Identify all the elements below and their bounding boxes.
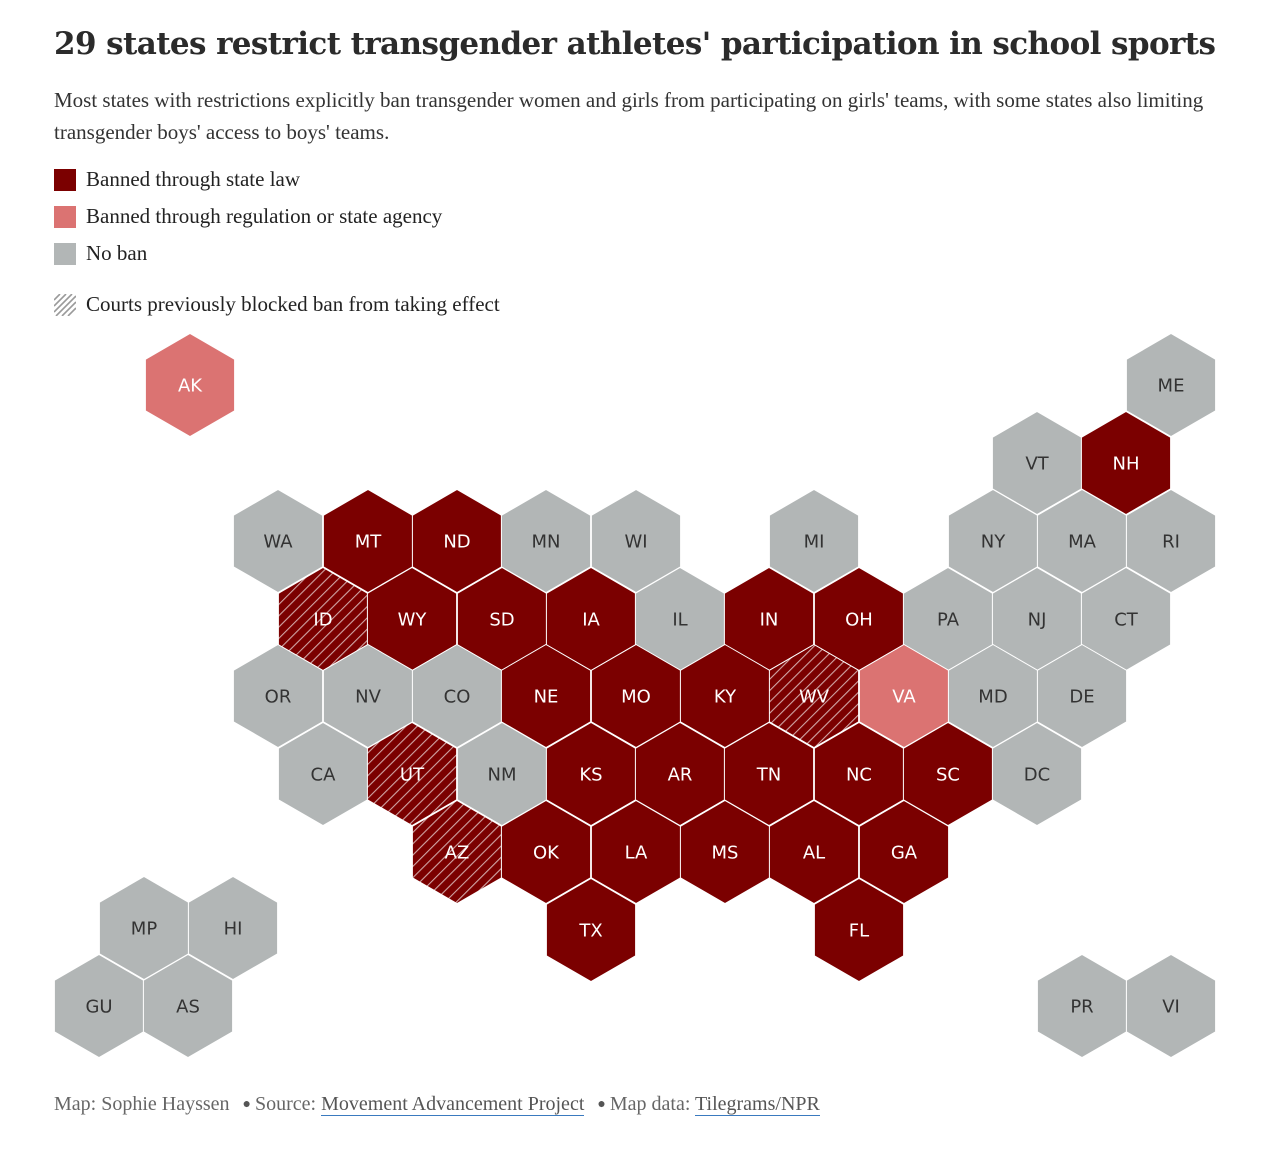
state-hex-vi: VI: [1125, 953, 1217, 1059]
footer-separator: ●: [242, 1097, 252, 1112]
state-tile: [144, 332, 236, 438]
state-tile: [1125, 488, 1217, 594]
legend-label-courts: Courts previously blocked ban from takin…: [86, 292, 500, 316]
legend-item-law: Banned through state law: [54, 167, 300, 192]
state-tile: [142, 953, 234, 1059]
legend-label-regulation: Banned through regulation or state agenc…: [86, 204, 443, 228]
footer: Map: Sophie Hayssen ● Source: Movement Ad…: [54, 1093, 820, 1116]
source-prefix: Source:: [255, 1093, 317, 1115]
source-link[interactable]: Movement Advancement Project: [321, 1093, 585, 1116]
legend-swatch-none: [54, 242, 76, 265]
state-tile: [991, 721, 1083, 827]
court-blocked-hatch: [412, 800, 502, 904]
legend-label-none: No ban: [86, 241, 148, 265]
court-blocked-hatch: [278, 567, 368, 671]
state-hex-az: AZ: [411, 799, 503, 905]
state-tile: [1036, 953, 1128, 1059]
page-subtitle: Most states with restrictions explicitly…: [54, 88, 1204, 144]
state-tile: [232, 488, 324, 594]
legend-item-none: No ban: [54, 241, 147, 266]
state-tile: [768, 799, 860, 905]
state-tile: [858, 799, 950, 905]
state-hex-pr: PR: [1036, 953, 1128, 1059]
state-hex-ak: AK: [144, 332, 236, 438]
mapdata-prefix: Map data:: [609, 1093, 691, 1115]
state-tile: [187, 875, 279, 981]
map-credit: Map: Sophie Hayssen: [54, 1093, 230, 1115]
state-tile: [545, 877, 637, 983]
legend-swatch-law: [54, 168, 76, 191]
court-blocked-hatch: [367, 722, 457, 826]
state-tile: [1125, 953, 1217, 1059]
state-tile: [500, 799, 592, 905]
legend-item-regulation: Banned through regulation or state agenc…: [54, 204, 442, 229]
state-tile: [813, 877, 905, 983]
state-tile: [232, 643, 324, 749]
state-tile: [768, 488, 860, 594]
hatch-pattern-icon: [54, 293, 76, 316]
footer-separator: ●: [597, 1097, 606, 1112]
state-tile: [1036, 643, 1128, 749]
page-title: 29 states restrict transgender athletes'…: [54, 26, 1216, 62]
legend-item-courts: Courts previously blocked ban from takin…: [54, 292, 500, 317]
court-blocked-hatch: [769, 644, 859, 748]
legend-label-law: Banned through state law: [86, 167, 301, 191]
state-tile: [1125, 332, 1217, 438]
mapdata-link[interactable]: Tilegrams/NPR: [695, 1093, 820, 1116]
legend-swatch-regulation: [54, 205, 76, 228]
